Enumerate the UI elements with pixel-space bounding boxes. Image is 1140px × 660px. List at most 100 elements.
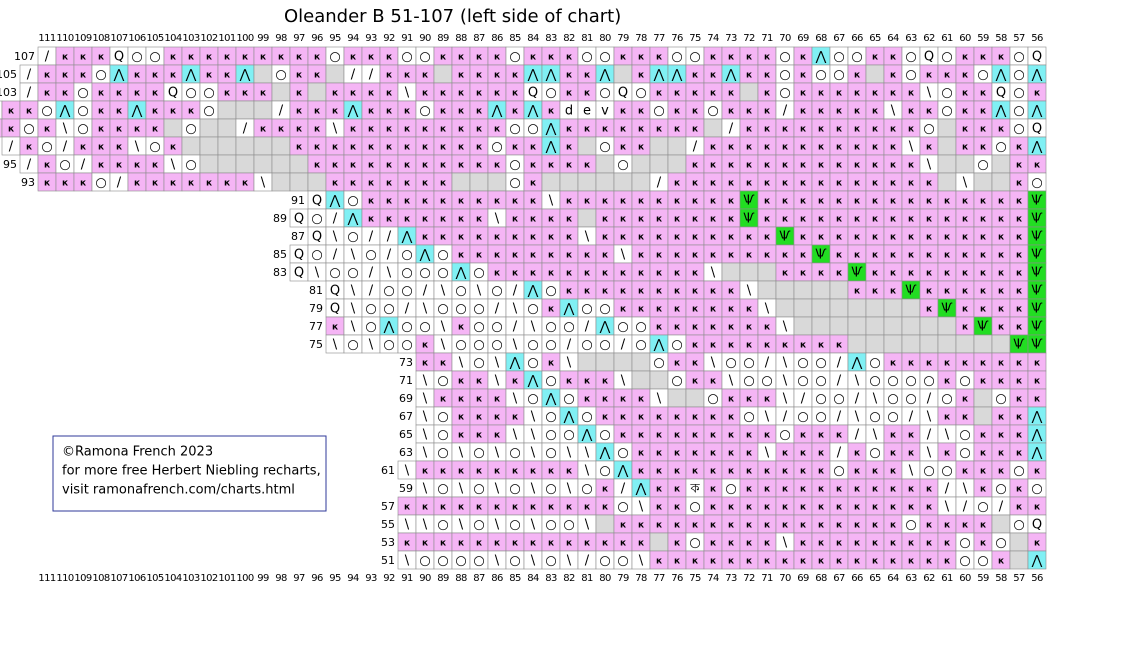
stitch-symbol: к: [764, 467, 770, 477]
stitch-symbol: /: [513, 284, 518, 299]
stitch-symbol: /: [585, 554, 590, 569]
stitch-symbol: к: [62, 179, 68, 189]
stitch-symbol: к: [728, 323, 734, 333]
stitch-symbol: к: [836, 503, 842, 513]
cell: [937, 172, 957, 192]
stitch-symbol: к: [674, 359, 680, 369]
stitch-symbol: к: [548, 359, 554, 369]
cell: [883, 334, 903, 354]
stitch-symbol: к: [566, 161, 572, 171]
stitch-symbol: к: [422, 143, 428, 153]
cell: [829, 316, 849, 336]
stitch-symbol: к: [314, 107, 320, 117]
stitch-symbol: Ѱ: [1031, 302, 1042, 317]
stitch-symbol: к: [836, 215, 842, 225]
stitch-symbol: к: [944, 71, 950, 81]
stitch-symbol: к: [332, 143, 338, 153]
stitch-symbol: к: [908, 503, 914, 513]
stitch-symbol: ○: [689, 500, 700, 515]
stitch-symbol: ○: [473, 482, 484, 497]
row-number: 77: [309, 320, 323, 333]
stitch-symbol: к: [818, 107, 824, 117]
column-number: 105: [146, 573, 164, 584]
stitch-symbol: к: [602, 125, 608, 135]
cell: [883, 316, 903, 336]
stitch-symbol: ○: [311, 212, 322, 227]
column-number: 110: [56, 573, 74, 584]
stitch-symbol: ⋀: [59, 104, 71, 119]
column-number: 84: [527, 573, 539, 584]
stitch-symbol: к: [926, 143, 932, 153]
stitch-symbol: ○: [419, 554, 430, 569]
stitch-symbol: ○: [599, 428, 610, 443]
stitch-symbol: ○: [545, 410, 556, 425]
stitch-symbol: к: [764, 197, 770, 207]
stitch-symbol: к: [440, 53, 446, 63]
stitch-symbol: ○: [959, 374, 970, 389]
stitch-symbol: к: [602, 503, 608, 513]
stitch-symbol: \: [585, 230, 590, 245]
stitch-symbol: к: [764, 125, 770, 135]
column-number: 75: [689, 573, 701, 584]
stitch-symbol: к: [746, 503, 752, 513]
stitch-symbol: /: [801, 392, 806, 407]
stitch-symbol: ○: [329, 266, 340, 281]
stitch-symbol: \: [891, 104, 896, 119]
stitch-symbol: к: [242, 53, 248, 63]
cell: [865, 64, 885, 84]
stitch-symbol: ○: [599, 302, 610, 317]
stitch-symbol: ○: [635, 320, 646, 335]
stitch-symbol: к: [638, 125, 644, 135]
stitch-symbol: к: [908, 485, 914, 495]
stitch-symbol: к: [890, 143, 896, 153]
stitch-symbol: к: [386, 179, 392, 189]
stitch-symbol: к: [962, 197, 968, 207]
stitch-symbol: \: [639, 500, 644, 515]
stitch-symbol: ○: [347, 266, 358, 281]
stitch-symbol: /: [351, 68, 356, 83]
stitch-symbol: ⋀: [1031, 104, 1043, 119]
stitch-symbol: к: [746, 125, 752, 135]
stitch-symbol: к: [638, 71, 644, 81]
stitch-symbol: ○: [473, 356, 484, 371]
column-number: 67: [833, 33, 845, 44]
stitch-symbol: к: [1034, 359, 1040, 369]
cell: [649, 532, 669, 552]
stitch-symbol: к: [854, 233, 860, 243]
stitch-symbol: к: [854, 503, 860, 513]
stitch-symbol: к: [980, 107, 986, 117]
stitch-symbol: к: [746, 485, 752, 495]
cell: [253, 64, 273, 84]
stitch-symbol: ○: [347, 338, 358, 353]
stitch-symbol: /: [81, 158, 86, 173]
stitch-symbol: к: [494, 539, 500, 549]
stitch-symbol: ○: [725, 482, 736, 497]
stitch-symbol: к: [548, 503, 554, 513]
stitch-symbol: к: [980, 467, 986, 477]
stitch-symbol: ○: [473, 446, 484, 461]
stitch-symbol: к: [656, 503, 662, 513]
stitch-symbol: к: [800, 539, 806, 549]
stitch-symbol: к: [296, 53, 302, 63]
stitch-symbol: \: [423, 428, 428, 443]
stitch-symbol: к: [962, 125, 968, 135]
stitch-symbol: к: [170, 53, 176, 63]
stitch-symbol: к: [584, 161, 590, 171]
stitch-symbol: к: [998, 359, 1004, 369]
stitch-symbol: к: [818, 449, 824, 459]
stitch-symbol: к: [476, 413, 482, 423]
stitch-symbol: к: [1034, 467, 1040, 477]
stitch-symbol: к: [854, 71, 860, 81]
column-number: 99: [257, 33, 269, 44]
stitch-symbol: к: [602, 269, 608, 279]
cell: [991, 154, 1011, 174]
stitch-symbol: к: [422, 71, 428, 81]
stitch-symbol: к: [458, 467, 464, 477]
stitch-symbol: ○: [401, 50, 412, 65]
stitch-symbol: к: [872, 485, 878, 495]
stitch-symbol: к: [818, 521, 824, 531]
stitch-symbol: к: [1016, 251, 1022, 261]
column-number: 77: [653, 33, 665, 44]
stitch-symbol: к: [512, 269, 518, 279]
stitch-symbol: к: [1016, 431, 1022, 441]
